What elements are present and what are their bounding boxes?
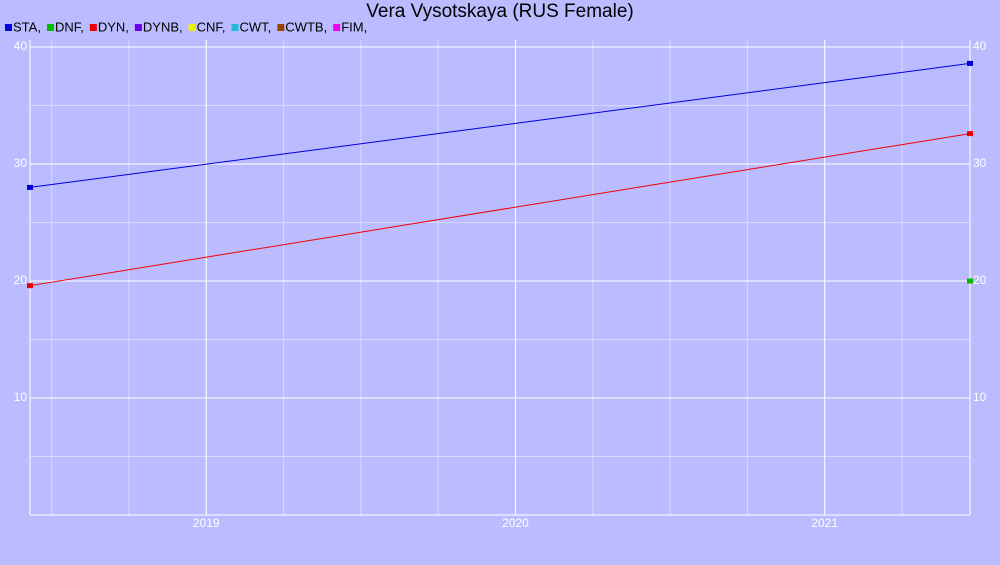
legend-swatch (46, 24, 54, 31)
point (27, 184, 33, 190)
y2-tick-label: 40 (973, 39, 987, 53)
legend-label: DNF, (55, 19, 84, 34)
legend-label: CWT, (240, 19, 272, 34)
legend-label: DYNB, (143, 19, 183, 34)
y-tick-label: 10 (14, 390, 28, 404)
legend-label: CWTB, (285, 19, 327, 34)
legend-swatch (333, 24, 341, 31)
legend-label: STA, (13, 19, 41, 34)
point (967, 278, 973, 284)
chart-title: Vera Vysotskaya (RUS Female) (366, 1, 634, 22)
legend-label: FIM, (341, 19, 367, 34)
x-tick-label: 2020 (502, 516, 529, 530)
x-tick-label: 2021 (811, 516, 838, 530)
legend-swatch (5, 24, 12, 31)
y2-tick-label: 10 (973, 390, 987, 404)
legend-swatch (231, 24, 239, 31)
legend-label: CNF, (197, 19, 226, 34)
y2-tick-label: 30 (973, 156, 987, 170)
legend-label: DYN, (98, 19, 129, 34)
y2-tick-label: 20 (973, 273, 987, 287)
legend-swatch (188, 24, 196, 31)
legend-swatch (89, 24, 97, 31)
series-line (29, 133, 971, 287)
point (967, 60, 973, 66)
series-line (29, 62, 971, 188)
legend-swatch (134, 24, 142, 31)
y-tick-label: 20 (14, 273, 28, 287)
y-tick-label: 30 (14, 156, 28, 170)
y-tick-label: 40 (14, 39, 28, 53)
point (967, 131, 973, 137)
legend-swatch (277, 24, 285, 31)
point (27, 283, 33, 289)
x-tick-label: 2019 (193, 516, 220, 530)
